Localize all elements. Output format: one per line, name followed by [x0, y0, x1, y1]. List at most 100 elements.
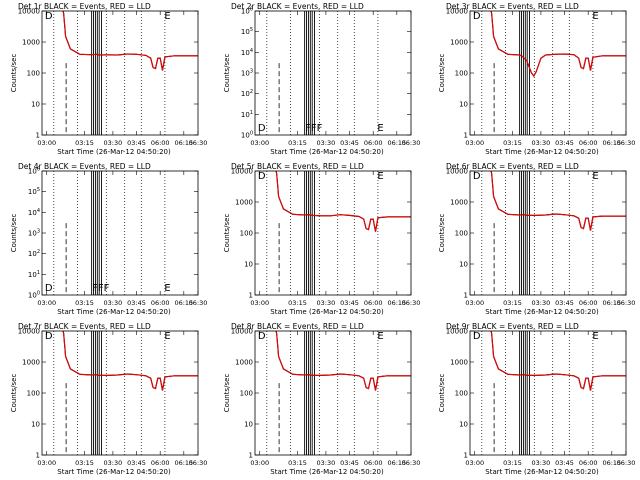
x-tick-label: 03:45	[555, 459, 574, 467]
y-axis-label: Counts/sec	[438, 374, 446, 413]
y-tick-label: 1000	[450, 359, 468, 367]
x-axis-label: Start Time (26-Mar-12 04:50:20)	[270, 148, 384, 156]
y-tick-label: 1000	[22, 359, 40, 367]
x-tick-label: 06:00	[579, 139, 598, 147]
panel-title: Det 8r BLACK = Events, RED = LLD	[231, 322, 364, 331]
y-tick-label: 10	[244, 421, 253, 429]
x-tick-label: 03:45	[340, 299, 359, 307]
y-tick-label: 101	[241, 110, 253, 119]
y-tick-label: 105	[241, 27, 253, 36]
x-axis-label: Start Time (26-Mar-12 04:50:20)	[485, 468, 599, 476]
y-tick-label: 1	[464, 132, 468, 140]
y-tick-label: 1	[249, 452, 253, 460]
y-tick-label: 10000	[446, 8, 468, 16]
series-line-lld	[490, 171, 626, 231]
marker-letter: D	[45, 331, 53, 342]
x-tick-label: 06:00	[151, 299, 170, 307]
y-tick-label: 1	[464, 452, 468, 460]
y-tick-label: 100	[455, 230, 468, 238]
x-tick-label: 03:30	[532, 459, 551, 467]
series-line-lld	[62, 11, 198, 71]
x-tick-label: 03:00	[37, 139, 56, 147]
x-tick-label: 03:30	[532, 139, 551, 147]
panel-det-4: Det 4r BLACK = Events, RED = LLD D FFF E 03:…	[10, 162, 207, 316]
x-tick-label: 06:30	[402, 299, 421, 307]
panel-title: Det 7r BLACK = Events, RED = LLD	[18, 322, 151, 331]
panel-title: Det 4r BLACK = Events, RED = LLD	[18, 162, 151, 171]
x-tick-label: 03:15	[288, 299, 307, 307]
y-tick-label: 10	[459, 261, 468, 269]
x-tick-label: 06:30	[402, 139, 421, 147]
y-tick-label: 10	[31, 101, 40, 109]
marker-letter: D	[473, 11, 481, 22]
x-tick-label: 03:00	[465, 299, 484, 307]
x-axis-label: Start Time (26-Mar-12 04:50:20)	[57, 468, 171, 476]
y-tick-label: 10	[31, 421, 40, 429]
x-tick-label: 03:45	[340, 459, 359, 467]
y-axis-label: Counts/sec	[10, 374, 18, 413]
x-tick-label: 06:00	[364, 139, 383, 147]
x-tick-label: 03:15	[288, 459, 307, 467]
y-tick-label: 100	[455, 390, 468, 398]
y-tick-label: 10000	[231, 168, 253, 176]
x-tick-label: 03:00	[250, 139, 269, 147]
x-tick-label: 06:30	[189, 299, 208, 307]
series-line-lld	[490, 11, 626, 77]
marker-letter: E	[377, 331, 383, 342]
x-tick-label: 06:00	[579, 459, 598, 467]
x-tick-label: 03:45	[340, 139, 359, 147]
series-line-lld	[275, 171, 411, 232]
panel-title: Det 2r BLACK = Events, RED = LLD	[231, 2, 364, 11]
y-axis-label: Counts/sec	[223, 214, 231, 253]
x-tick-label: 03:30	[532, 299, 551, 307]
x-tick-label: 06:30	[189, 459, 208, 467]
y-tick-label: 100	[28, 291, 40, 300]
x-tick-label: 06:15	[387, 459, 406, 467]
x-axis-label: Start Time (26-Mar-12 04:50:20)	[485, 148, 599, 156]
panel-title: Det 5r BLACK = Events, RED = LLD	[231, 162, 364, 171]
y-tick-label: 1000	[22, 39, 40, 47]
y-tick-label: 103	[241, 69, 253, 78]
y-axis-label: Counts/sec	[438, 54, 446, 93]
y-tick-label: 1000	[235, 359, 253, 367]
panel-det-2: Det 2r BLACK = Events, RED = LLD D FFF E 03:…	[223, 2, 420, 156]
x-tick-label: 06:15	[174, 459, 193, 467]
x-axis-label: Start Time (26-Mar-12 04:50:20)	[485, 308, 599, 316]
x-axis-label: Start Time (26-Mar-12 04:50:20)	[57, 308, 171, 316]
y-tick-label: 100	[240, 230, 253, 238]
x-axis-label: Start Time (26-Mar-12 04:50:20)	[270, 468, 384, 476]
marker-letter: D	[258, 331, 266, 342]
y-tick-label: 105	[28, 187, 40, 196]
series-line-lld	[62, 331, 198, 391]
series-line-lld	[275, 331, 411, 391]
marker-letter: D	[473, 331, 481, 342]
y-tick-label: 1000	[450, 39, 468, 47]
marker-letter: D	[258, 171, 266, 182]
x-tick-label: 03:30	[317, 139, 336, 147]
y-axis-label: Counts/sec	[10, 54, 18, 93]
x-tick-label: 06:00	[579, 299, 598, 307]
x-tick-label: 06:15	[174, 139, 193, 147]
y-axis-label: Counts/sec	[10, 214, 18, 253]
x-tick-label: 06:30	[617, 459, 636, 467]
marker-letter: E	[164, 331, 170, 342]
panel-title: Det 3r BLACK = Events, RED = LLD	[446, 2, 579, 11]
x-tick-label: 06:15	[387, 299, 406, 307]
marker-letter: E	[164, 11, 170, 22]
x-tick-label: 06:00	[364, 299, 383, 307]
x-tick-label: 03:45	[127, 299, 146, 307]
x-tick-label: 06:15	[602, 299, 621, 307]
y-tick-label: 10000	[446, 168, 468, 176]
x-tick-label: 03:30	[104, 299, 123, 307]
y-tick-label: 10000	[446, 328, 468, 336]
x-tick-label: 03:30	[104, 139, 123, 147]
series-line-lld	[490, 331, 626, 391]
